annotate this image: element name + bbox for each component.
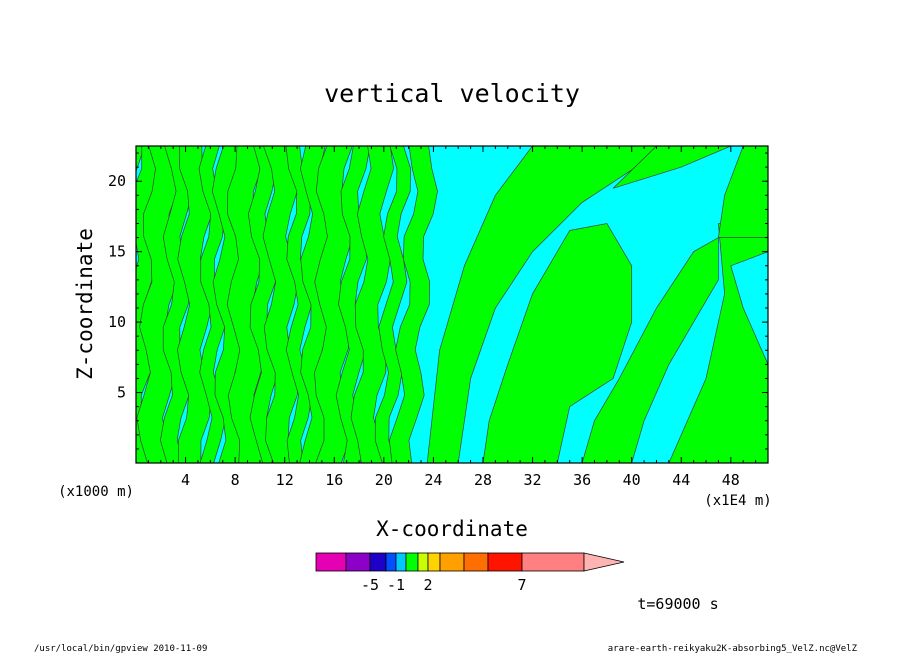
positive-velocity-region [482, 223, 633, 463]
x-axis-ticks: 4 8 12 16 20 24 28 32 36 40 44 48 [147, 146, 757, 489]
x-tick-label: 16 [325, 471, 343, 489]
x-tick-label: 32 [524, 471, 542, 489]
colorbar-segment [427, 552, 441, 572]
colorbar-segment [405, 552, 419, 572]
colorbar-segment [521, 552, 585, 572]
colorbar-label: 2 [423, 576, 432, 594]
plot-frame [135, 145, 769, 464]
positive-velocity-region [198, 146, 227, 463]
x-tick-label: 44 [672, 471, 690, 489]
y-axis-unit: (x1000 m) [58, 484, 134, 500]
positive-velocity-region [612, 146, 731, 189]
x-tick-label: 40 [623, 471, 641, 489]
x-tick-label: 20 [375, 471, 393, 489]
x-tick-label: 48 [722, 471, 740, 489]
colorbar-label: -5 [361, 576, 379, 594]
x-axis-unit: (x1E4 m) [704, 493, 771, 509]
contour-plot-area [135, 145, 769, 464]
colorbar: -5 -1 2 7 [315, 552, 625, 594]
colorbar-segment [345, 552, 371, 572]
colorbar-label: -1 [387, 576, 405, 594]
colorbar-arrow [583, 552, 625, 572]
positive-velocity-region [350, 146, 394, 463]
footer-right: arare-earth-reikyaku2K-absorbing5_VelZ.n… [608, 644, 858, 654]
x-tick-label: 8 [231, 471, 240, 489]
x-tick-label: 36 [573, 471, 591, 489]
positive-velocity-region [314, 146, 354, 463]
colorbar-segment [369, 552, 387, 572]
positive-velocity-region [388, 146, 438, 463]
colorbar-segment [463, 552, 489, 572]
footer-left: /usr/local/bin/gpview 2010-11-09 [34, 644, 207, 654]
colorbar-segment [385, 552, 397, 572]
x-tick-label: 4 [181, 471, 190, 489]
x-tick-label: 12 [276, 471, 294, 489]
colorbar-segment [417, 552, 429, 572]
colorbar-segment [395, 552, 407, 572]
colorbar-segment [315, 552, 347, 572]
colorbar-label: 7 [517, 576, 526, 594]
chart-title: vertical velocity [324, 79, 580, 108]
positive-velocity-region [717, 146, 768, 238]
x-tick-label: 24 [424, 471, 442, 489]
positive-velocity-region [668, 216, 768, 463]
colorbar-segment [439, 552, 465, 572]
y-tick-label: 10 [108, 313, 126, 331]
colorbar-segment [487, 552, 523, 572]
y-axis-label: Z-coordinate [73, 228, 97, 380]
y-axis-ticks: 5 10 15 20 [108, 152, 768, 450]
y-tick-label: 5 [117, 384, 126, 402]
y-tick-label: 20 [108, 172, 126, 190]
positive-velocity-region [581, 236, 719, 463]
x-tick-label: 28 [474, 471, 492, 489]
time-label: t=69000 s [637, 595, 718, 613]
x-axis-label: X-coordinate [376, 517, 528, 541]
y-tick-label: 15 [108, 243, 126, 261]
